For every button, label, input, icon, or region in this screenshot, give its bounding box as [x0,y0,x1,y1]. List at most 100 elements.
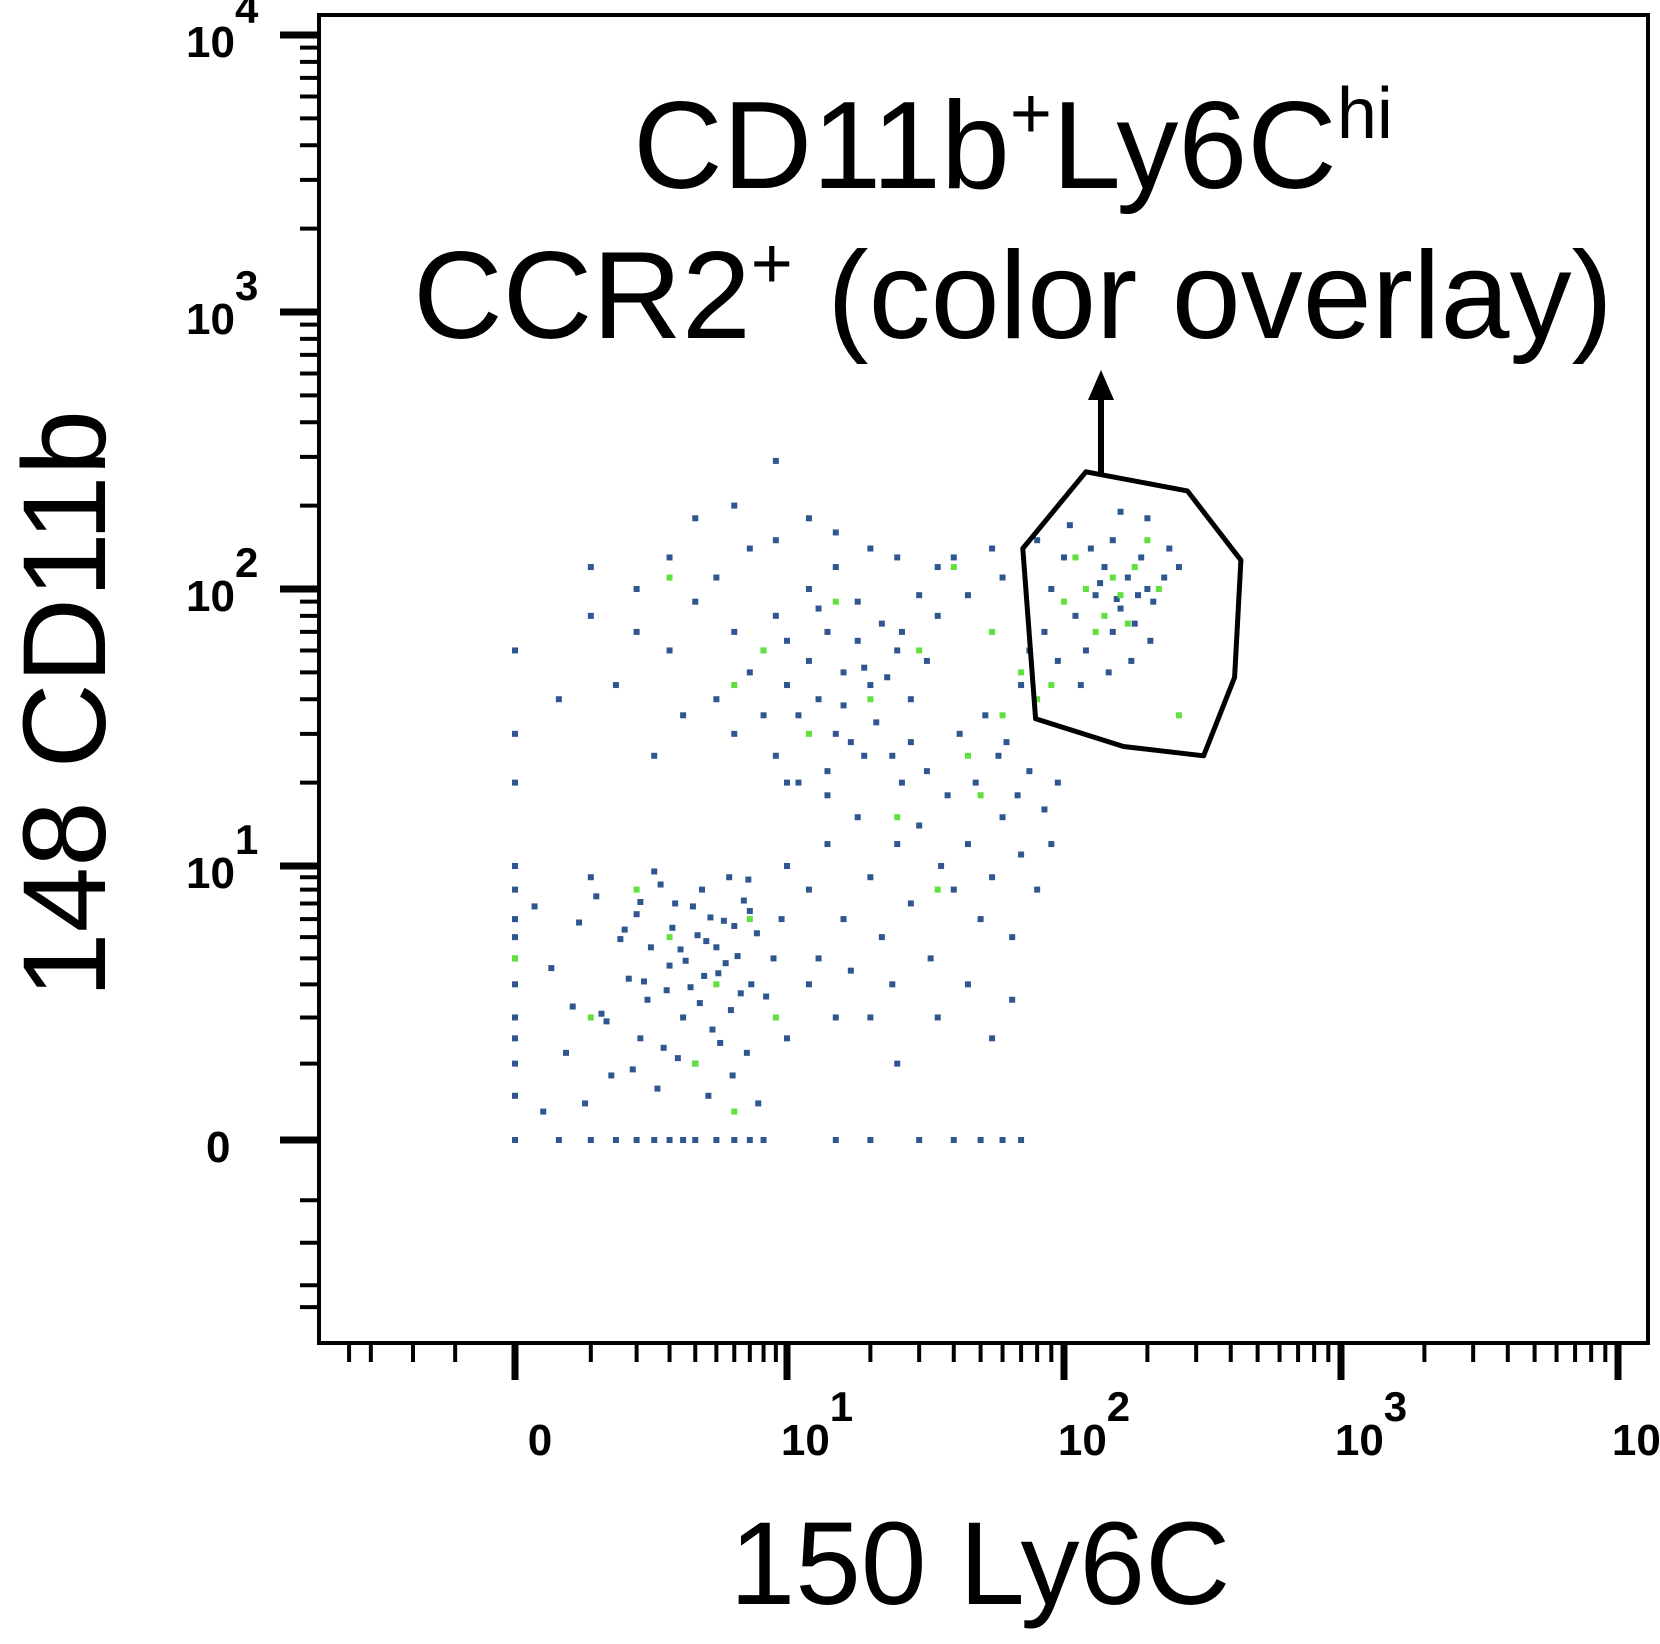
event-point [531,903,538,910]
event-point [934,612,941,619]
overlay-event-point [977,792,984,799]
overlay-event-point [1124,620,1131,627]
event-point [672,900,679,907]
y-axis-label: 148 CD11b [0,410,131,998]
event-point [512,647,518,654]
overlay-event-point [1109,574,1116,581]
event-point [805,586,812,592]
event-point [878,934,885,941]
event-point [1150,598,1157,605]
event-point [795,712,802,719]
event-point [753,930,760,937]
event-point [907,696,914,703]
event-point [1018,1137,1025,1143]
event-point [944,792,951,799]
event-point [680,1137,687,1143]
x-tick-label: 103 [1335,1383,1407,1465]
annotation-line-2: CCR2+ (color overlay) [413,224,1613,365]
event-point [907,900,914,907]
event-point [582,1100,589,1107]
event-point [873,719,880,726]
event-point [999,814,1006,821]
event-point [1092,592,1099,599]
event-point [1034,886,1041,893]
y-tick-label-base: 10 [186,295,235,344]
event-point [651,752,658,759]
event-point [703,938,710,945]
event-point [666,647,673,654]
event-point [824,841,831,848]
event-point [612,1137,619,1143]
overlay-event-point [1175,712,1182,719]
event-point [593,893,600,900]
overlay-event-point [1155,586,1162,592]
event-point [784,637,790,644]
overlay-event-point [805,730,812,737]
event-point [709,1026,716,1033]
gate [1020,469,1244,759]
x-tick-label-exponent: 2 [1107,1383,1130,1430]
overlay-event-point [1131,564,1138,571]
event-point [512,1014,518,1021]
event-point [898,779,905,786]
event-point [824,628,831,635]
event-point [1161,574,1168,581]
event-point [861,752,868,759]
event-point [707,914,714,921]
event-point [715,970,722,977]
event-point [972,779,979,786]
event-point [977,916,984,923]
event-point [1101,564,1108,571]
event-point [713,944,720,951]
event-point [989,1035,996,1042]
event-point [680,712,687,719]
event-point [867,1014,874,1021]
event-point [1034,537,1041,544]
event-point [612,682,619,689]
event-point [713,696,720,703]
event-point [772,537,779,544]
event-point [603,1018,610,1025]
overlay-event-point [731,682,738,689]
event-point [729,1072,736,1079]
event-point [927,955,934,962]
event-point [1109,537,1116,544]
event-point [772,612,779,619]
event-point [1041,628,1048,635]
event-point [1054,657,1061,664]
y-tick-label-exponent: 4 [235,0,259,32]
event-point [651,868,658,875]
event-point [745,876,752,883]
event-point [1128,657,1135,664]
overlay-event-point [867,696,874,703]
event-point [995,752,1002,759]
event-point [815,696,822,703]
y-tick-label: 104 [186,0,259,67]
event-point [977,1137,984,1143]
event-point [1147,637,1154,644]
event-point [938,863,945,869]
x-tick-label: 104 [1612,1383,1660,1465]
event-point [687,984,694,991]
overlay-event-point [894,814,901,821]
event-point [894,647,901,654]
x-tick-label: 101 [781,1383,853,1465]
y-tick-label-exponent: 3 [235,262,258,309]
x-tick-label-base: 10 [1612,1416,1660,1465]
event-point [989,874,996,881]
event-point [760,1137,767,1143]
event-point [666,1137,673,1143]
event-point [1003,739,1010,746]
event-point [760,712,767,719]
event-point [784,682,790,689]
event-point [907,739,914,746]
event-point [629,1066,636,1073]
event-point [540,1108,547,1115]
event-point [889,981,896,988]
event-point [512,1060,518,1067]
event-point [731,1137,738,1143]
overlay-event-point [666,574,673,581]
event-point [666,554,673,561]
event-point [1144,515,1151,522]
